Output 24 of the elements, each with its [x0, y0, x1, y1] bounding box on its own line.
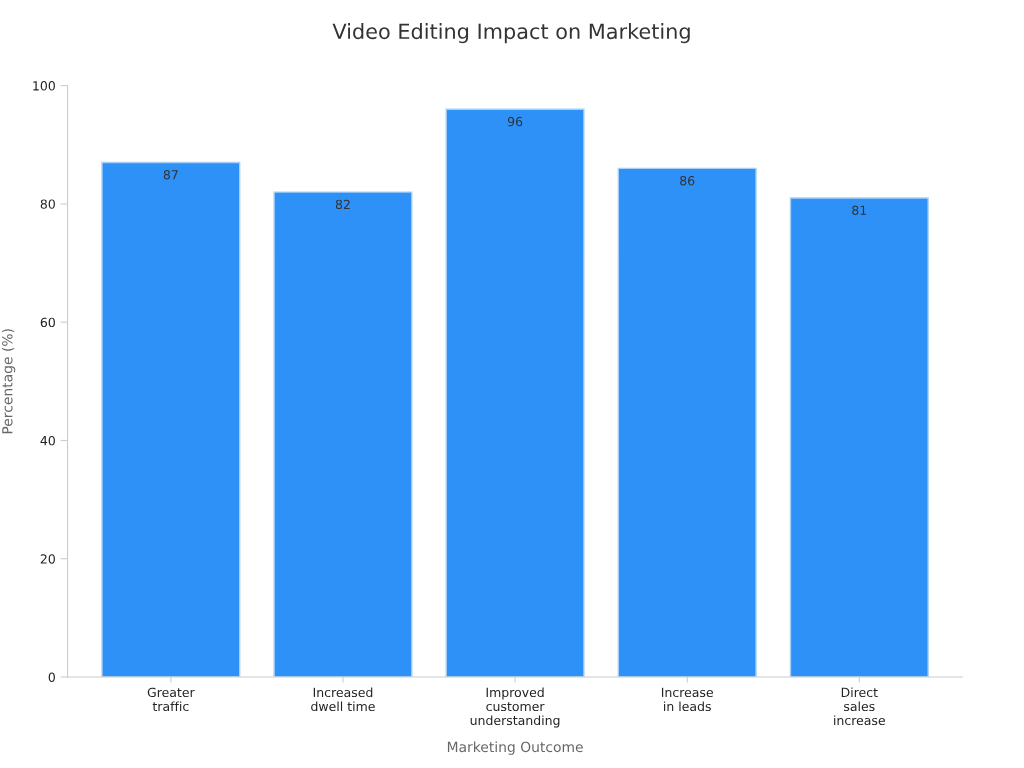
data-label: 87 — [163, 170, 178, 180]
x-tick-label: Improved customer understanding — [470, 687, 560, 728]
bar — [101, 161, 241, 677]
y-tick-label: 80 — [40, 199, 55, 209]
y-axis-title: Percentage (%) — [1, 329, 16, 434]
data-label: 82 — [335, 199, 350, 210]
data-label: 81 — [852, 205, 867, 216]
y-tick-label: 0 — [48, 672, 55, 682]
x-axis-title: Marketing Outcome — [447, 741, 583, 755]
chart-title: Video Editing Impact on Marketing — [332, 23, 690, 44]
data-label: 96 — [507, 116, 523, 127]
bar — [273, 191, 413, 677]
x-tick-label: Increased dwell time — [311, 687, 375, 712]
data-label: 86 — [680, 175, 695, 186]
bar — [445, 108, 585, 677]
y-tick-label: 40 — [40, 435, 55, 446]
x-tick-label: Greater traffic — [147, 687, 195, 712]
x-tick-label: Direct sales increase — [834, 687, 885, 726]
x-tick-label: Increase in leads — [661, 687, 713, 712]
bar — [617, 167, 757, 677]
y-tick-label: 60 — [40, 317, 55, 328]
y-tick-label: 20 — [40, 554, 55, 564]
bar — [789, 197, 929, 677]
y-tick-label: 100 — [33, 81, 55, 91]
